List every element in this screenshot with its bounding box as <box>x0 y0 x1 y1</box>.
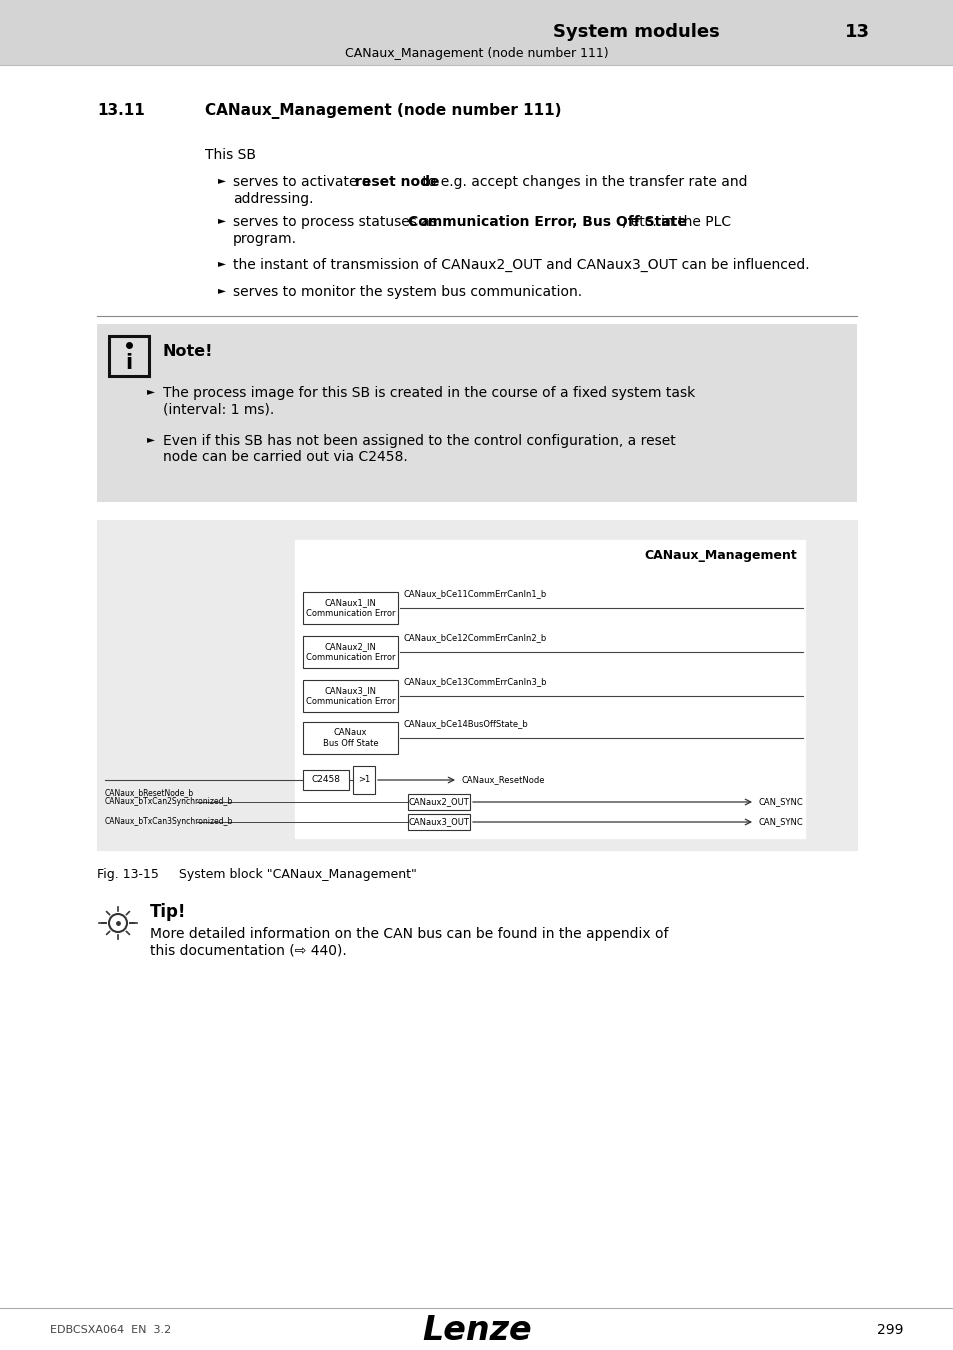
Text: Tip!: Tip! <box>150 903 186 921</box>
Text: CANaux3_IN
Communication Error: CANaux3_IN Communication Error <box>305 686 395 706</box>
Text: ►: ► <box>147 386 154 396</box>
Bar <box>303 636 397 668</box>
Text: CAN_SYNC: CAN_SYNC <box>759 798 803 806</box>
Text: Fig. 13-15     System block "CANaux_Management": Fig. 13-15 System block "CANaux_Manageme… <box>97 868 416 882</box>
Bar <box>303 593 397 624</box>
Text: CANaux1_IN
Communication Error: CANaux1_IN Communication Error <box>305 598 395 618</box>
Text: ►: ► <box>218 176 226 185</box>
Text: CANaux
Bus Off State: CANaux Bus Off State <box>322 728 378 748</box>
Bar <box>408 794 470 810</box>
Bar <box>0 0 953 65</box>
Bar <box>408 814 470 830</box>
Text: CANaux_bTxCan2Synchronized_b: CANaux_bTxCan2Synchronized_b <box>105 798 233 806</box>
Text: the instant of transmission of CANaux2_OUT and CANaux3_OUT can be influenced.: the instant of transmission of CANaux2_O… <box>233 258 809 273</box>
Text: CANaux3_OUT: CANaux3_OUT <box>408 818 469 826</box>
Text: i: i <box>125 352 132 373</box>
Text: CANaux_bCe12CommErrCanIn2_b: CANaux_bCe12CommErrCanIn2_b <box>403 633 547 643</box>
Bar <box>303 722 397 755</box>
Text: serves to process statuses as: serves to process statuses as <box>233 215 441 230</box>
Text: 13: 13 <box>844 23 869 40</box>
Text: >1: >1 <box>357 775 370 784</box>
Text: to e.g. accept changes in the transfer rate and: to e.g. accept changes in the transfer r… <box>417 176 747 189</box>
Bar <box>353 765 375 794</box>
Text: reset node: reset node <box>355 176 439 189</box>
Bar <box>97 324 856 502</box>
Text: CANaux_bTxCan3Synchronized_b: CANaux_bTxCan3Synchronized_b <box>105 818 233 826</box>
Text: ►: ► <box>218 215 226 225</box>
Text: More detailed information on the CAN bus can be found in the appendix of
this do: More detailed information on the CAN bus… <box>150 927 668 957</box>
Text: CANaux_Management (node number 111): CANaux_Management (node number 111) <box>205 103 561 119</box>
Text: 299: 299 <box>877 1323 903 1336</box>
Text: CANaux_bCe13CommErrCanIn3_b: CANaux_bCe13CommErrCanIn3_b <box>403 676 547 686</box>
Text: 13.11: 13.11 <box>97 103 145 117</box>
Text: ►: ► <box>218 258 226 269</box>
Text: ►: ► <box>147 433 154 444</box>
Text: serves to monitor the system bus communication.: serves to monitor the system bus communi… <box>233 285 581 298</box>
Text: CANaux_Management: CANaux_Management <box>643 548 796 562</box>
Text: program.: program. <box>233 232 296 246</box>
Bar <box>303 769 349 790</box>
Text: System modules: System modules <box>553 23 720 40</box>
Text: CANaux_bCe11CommErrCanIn1_b: CANaux_bCe11CommErrCanIn1_b <box>403 589 547 598</box>
Text: This SB: This SB <box>205 148 255 162</box>
Bar <box>294 540 804 838</box>
Text: , etc. in the PLC: , etc. in the PLC <box>621 215 730 230</box>
Text: The process image for this SB is created in the course of a fixed system task
(i: The process image for this SB is created… <box>163 386 695 416</box>
Text: addressing.: addressing. <box>233 192 314 207</box>
Text: CAN_SYNC: CAN_SYNC <box>759 818 803 826</box>
Text: CANaux_bResetNode_b: CANaux_bResetNode_b <box>105 788 193 796</box>
Text: CANaux_bCe14BusOffState_b: CANaux_bCe14BusOffState_b <box>403 720 528 728</box>
Text: Lenze: Lenze <box>422 1314 531 1346</box>
Text: CANaux2_OUT: CANaux2_OUT <box>408 798 469 806</box>
Bar <box>109 336 149 377</box>
Text: CANaux_Management (node number 111): CANaux_Management (node number 111) <box>345 47 608 61</box>
Text: Even if this SB has not been assigned to the control configuration, a reset
node: Even if this SB has not been assigned to… <box>163 433 675 464</box>
Text: Communication Error, Bus Off State: Communication Error, Bus Off State <box>407 215 686 230</box>
Text: EDBCSXA064  EN  3.2: EDBCSXA064 EN 3.2 <box>50 1324 172 1335</box>
Text: serves to activate a: serves to activate a <box>233 176 375 189</box>
Text: Note!: Note! <box>163 344 213 359</box>
Text: CANaux_ResetNode: CANaux_ResetNode <box>461 775 545 784</box>
Text: CANaux2_IN
Communication Error: CANaux2_IN Communication Error <box>305 643 395 662</box>
Text: C2458: C2458 <box>312 775 340 784</box>
Bar <box>97 520 856 850</box>
Bar <box>303 680 397 711</box>
Text: ►: ► <box>218 285 226 296</box>
